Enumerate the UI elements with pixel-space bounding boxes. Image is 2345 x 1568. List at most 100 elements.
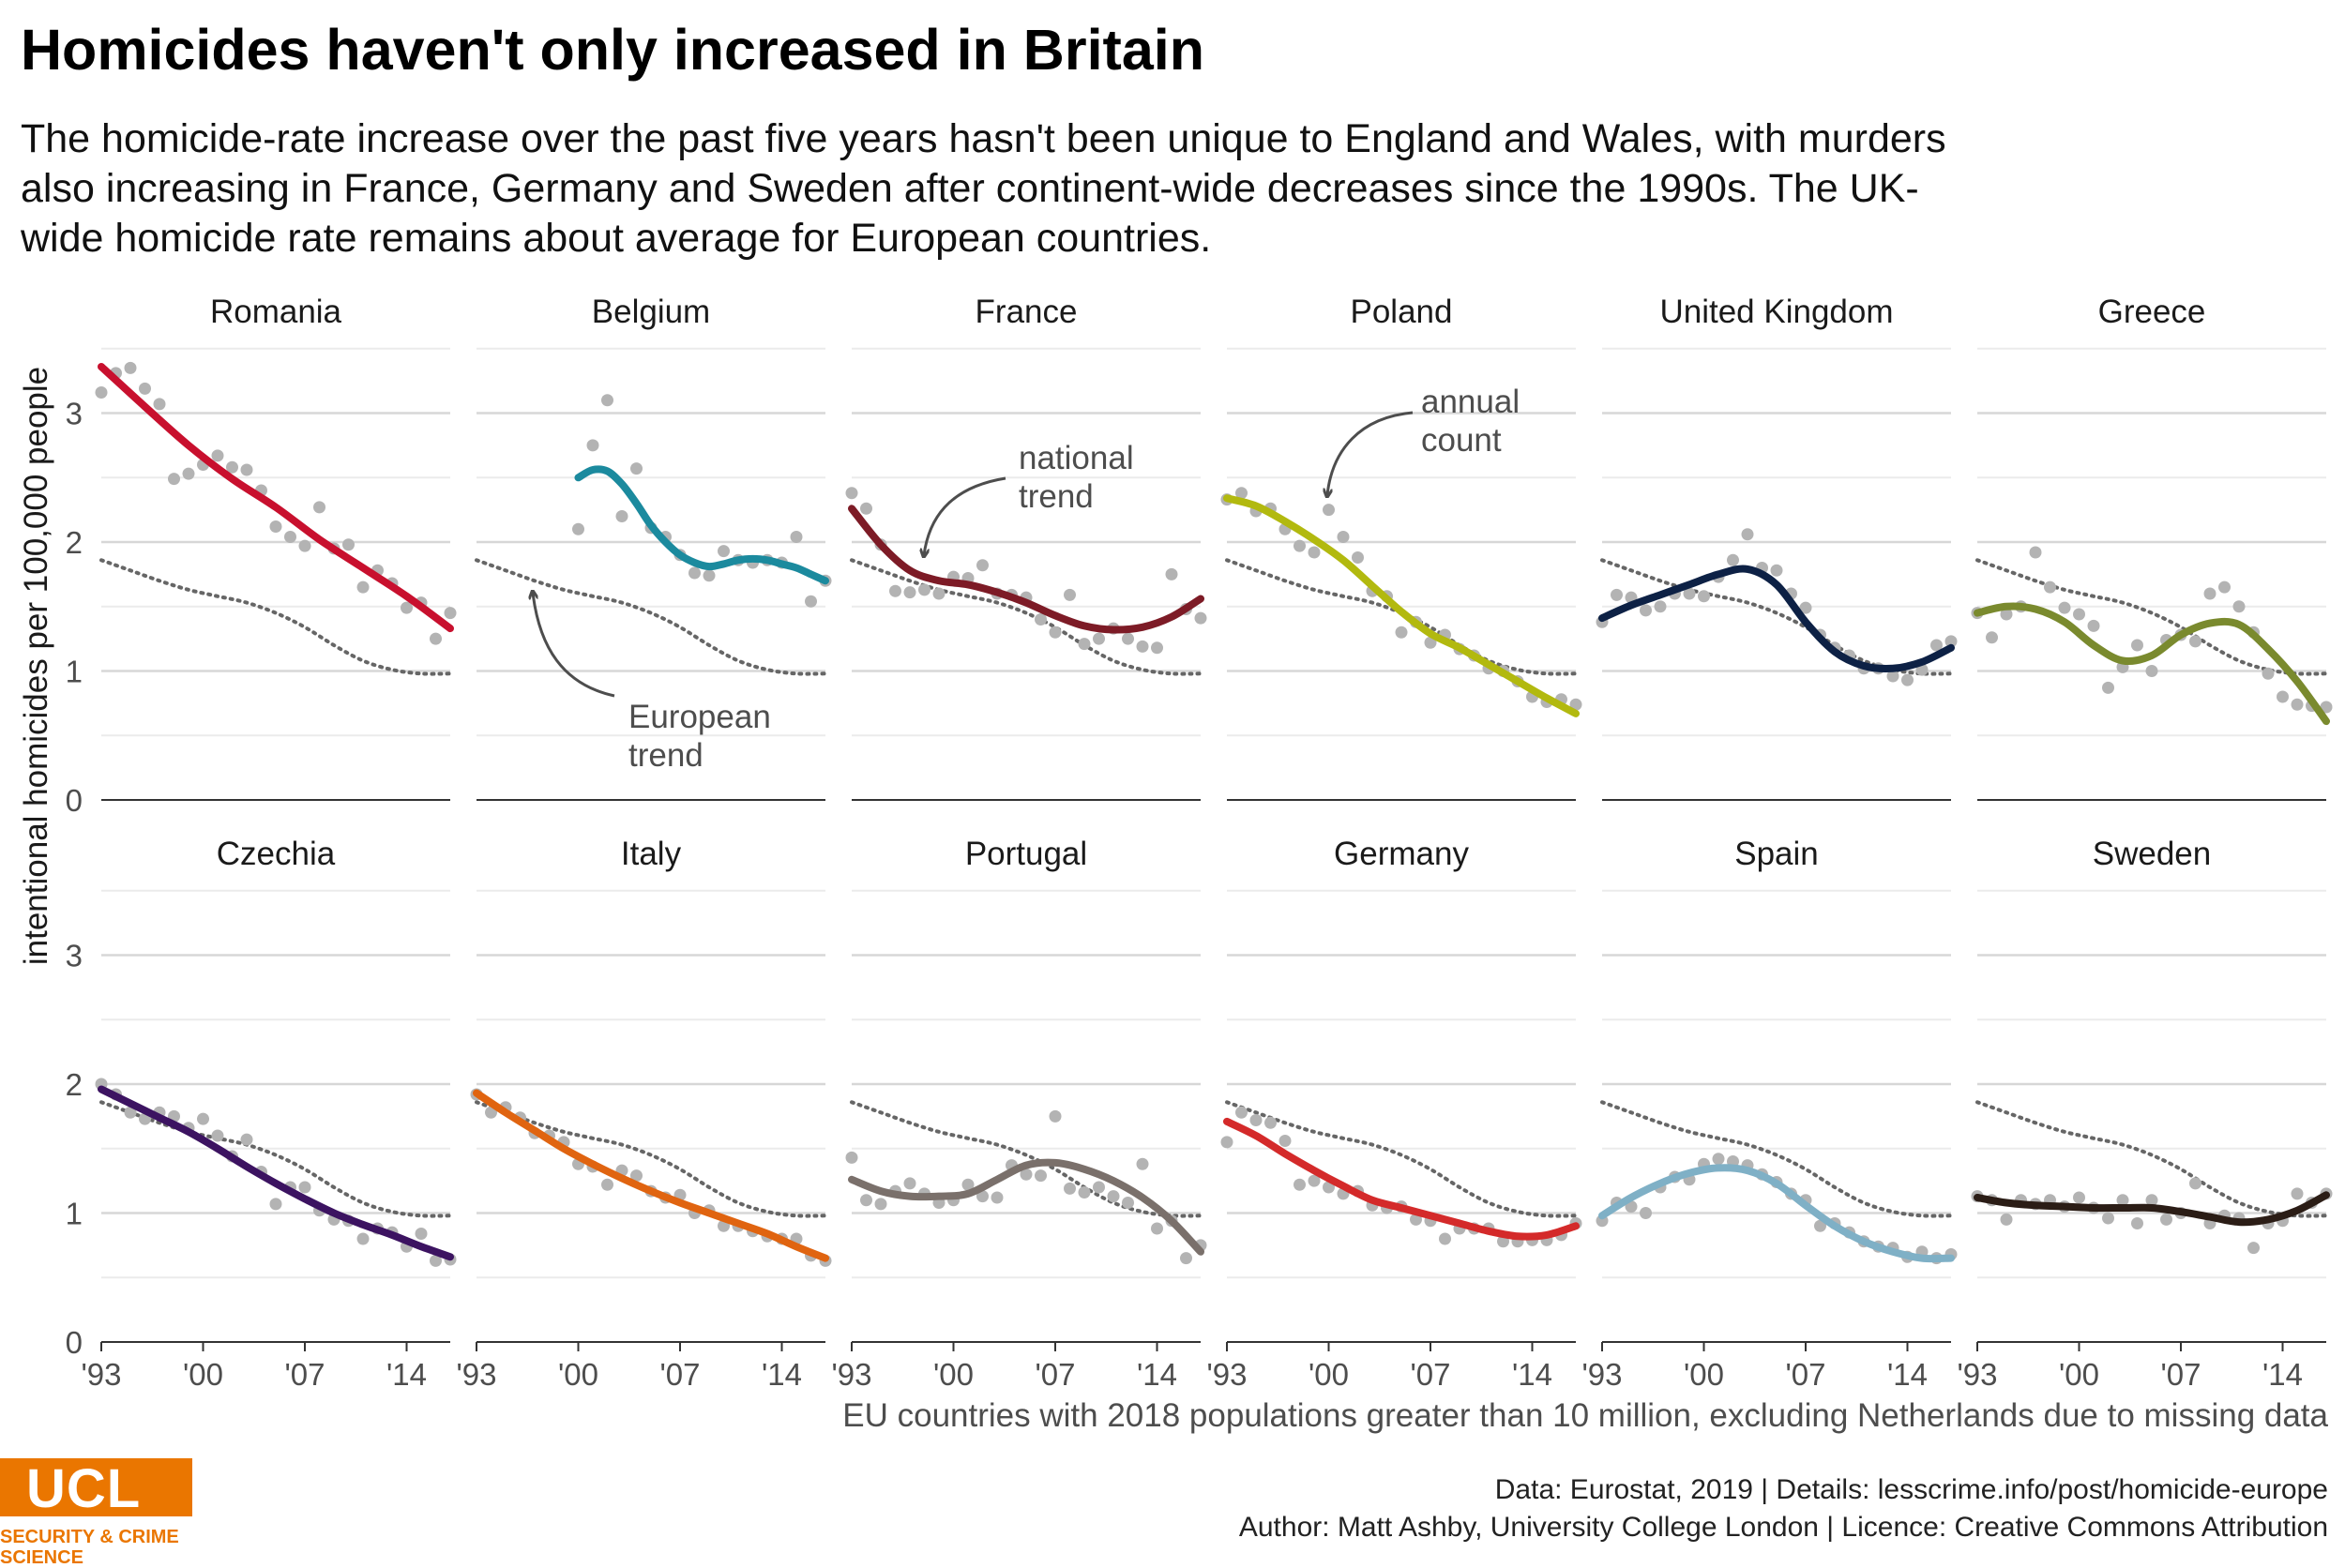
x-tick-label: '93 bbox=[81, 1357, 121, 1392]
annual-point bbox=[1078, 1186, 1091, 1199]
y-tick-label: 2 bbox=[66, 1067, 83, 1102]
annual-point bbox=[298, 539, 311, 552]
annual-point bbox=[342, 538, 355, 551]
annual-point bbox=[2087, 619, 2100, 632]
annual-point bbox=[2262, 667, 2275, 680]
annual-point bbox=[269, 1198, 282, 1211]
annual-point bbox=[1220, 1136, 1233, 1149]
annual-point bbox=[269, 520, 282, 533]
annual-point bbox=[168, 473, 180, 486]
annual-point bbox=[356, 1232, 370, 1245]
annual-point bbox=[430, 632, 442, 645]
european-trend-label: European trend bbox=[628, 699, 771, 774]
y-tick-label: 1 bbox=[66, 655, 83, 689]
annual-point bbox=[1395, 626, 1408, 639]
panel-title: Czechia bbox=[217, 836, 336, 872]
annual-point bbox=[2058, 601, 2071, 614]
national-trend-line bbox=[98, 1085, 454, 1261]
y-axis-title: intentional homicides per 100,000 people bbox=[18, 367, 54, 965]
annual-point bbox=[2145, 1194, 2158, 1207]
national-trend-line bbox=[1974, 602, 2330, 726]
y-tick-label: 3 bbox=[66, 397, 83, 431]
annual-point bbox=[1151, 641, 1163, 655]
annual-point bbox=[2131, 639, 2143, 652]
national-trend-line bbox=[574, 465, 829, 585]
annual-point bbox=[240, 1133, 253, 1146]
x-tick-label: '14 bbox=[1887, 1357, 1928, 1392]
panel-title: Spain bbox=[1734, 836, 1819, 872]
annual-point bbox=[1698, 590, 1710, 603]
panel-poland: Poland bbox=[1220, 294, 1582, 801]
annual-point bbox=[1352, 551, 1364, 564]
x-tick-label: '00 bbox=[933, 1357, 974, 1392]
annual-point bbox=[401, 601, 413, 614]
annual-point bbox=[1093, 632, 1105, 645]
x-tick-label: '14 bbox=[1137, 1357, 1177, 1392]
european-trend-line bbox=[1225, 1100, 1578, 1218]
annual-point bbox=[2131, 1217, 2143, 1229]
national-trend-line bbox=[1223, 1117, 1580, 1241]
annual-point bbox=[2189, 1177, 2201, 1190]
annual-point bbox=[240, 463, 253, 476]
author-credit: Author: Matt Ashby, University College L… bbox=[1238, 1512, 2328, 1543]
european-trend-line bbox=[850, 558, 1203, 676]
annual-point bbox=[1035, 1169, 1047, 1183]
european-trend-line bbox=[1975, 1100, 2328, 1218]
panel-belgium: Belgium bbox=[475, 294, 832, 801]
annual-point bbox=[415, 1228, 428, 1240]
annual-point bbox=[1799, 601, 1812, 614]
annual-point bbox=[1049, 626, 1062, 639]
x-tick-label: '93 bbox=[831, 1357, 871, 1392]
annual-point bbox=[2232, 600, 2246, 613]
annual-point bbox=[2116, 1194, 2129, 1207]
annual-point bbox=[2073, 1191, 2085, 1204]
panel-spain: Spain bbox=[1596, 836, 1958, 1343]
annual-point bbox=[1770, 564, 1783, 577]
annual-point bbox=[889, 584, 901, 597]
annual-point bbox=[918, 583, 930, 596]
european-trend-line bbox=[475, 558, 827, 676]
annual-point bbox=[586, 439, 599, 452]
panel-italy: Italy bbox=[470, 836, 832, 1343]
annual-point bbox=[2291, 1187, 2304, 1200]
european-trend-arrow bbox=[533, 593, 615, 698]
annual-point bbox=[976, 559, 989, 572]
panel-france: France bbox=[845, 294, 1207, 801]
annual-point bbox=[630, 1169, 643, 1183]
panel-title: Belgium bbox=[592, 294, 710, 330]
annual-point bbox=[1093, 1181, 1105, 1194]
annual-point bbox=[1235, 1106, 1248, 1119]
annual-point bbox=[2000, 1213, 2013, 1226]
annual-point bbox=[2320, 701, 2333, 714]
annual-point bbox=[1640, 604, 1652, 617]
panel-romania: Romania bbox=[95, 294, 457, 801]
annual-point bbox=[1611, 588, 1623, 601]
annual-point bbox=[1640, 1207, 1652, 1219]
x-tick-label: '07 bbox=[2160, 1357, 2201, 1392]
ucl-department-name: SECURITY & CRIME SCIENCE bbox=[0, 1527, 179, 1568]
y-tick-label: 3 bbox=[66, 939, 83, 973]
annual-point bbox=[1439, 1232, 1451, 1245]
annual-point bbox=[1886, 670, 1899, 683]
panel-title: Portugal bbox=[965, 836, 1087, 872]
national-trend-arrow bbox=[924, 476, 1006, 555]
ucl-wordmark: UCL bbox=[26, 1458, 142, 1519]
annual-point bbox=[356, 580, 370, 594]
annual-point bbox=[2189, 635, 2201, 648]
annual-point bbox=[932, 587, 946, 600]
annual-point bbox=[1107, 1190, 1120, 1203]
chart-subtitle: The homicide-rate increase over the past… bbox=[21, 116, 1946, 261]
y-tick-label: 0 bbox=[66, 783, 83, 818]
annual-point bbox=[95, 386, 108, 399]
x-tick-label: '93 bbox=[1206, 1357, 1247, 1392]
annual-point bbox=[1165, 567, 1178, 580]
annual-point bbox=[313, 501, 325, 514]
x-tick-label: '07 bbox=[1410, 1357, 1450, 1392]
national-trend-line bbox=[473, 1089, 829, 1262]
annual-point bbox=[903, 586, 916, 599]
annual-point bbox=[1294, 539, 1306, 552]
panel-title: Germany bbox=[1334, 836, 1469, 872]
annual-point bbox=[903, 1177, 916, 1190]
european-trend-line bbox=[99, 558, 452, 676]
